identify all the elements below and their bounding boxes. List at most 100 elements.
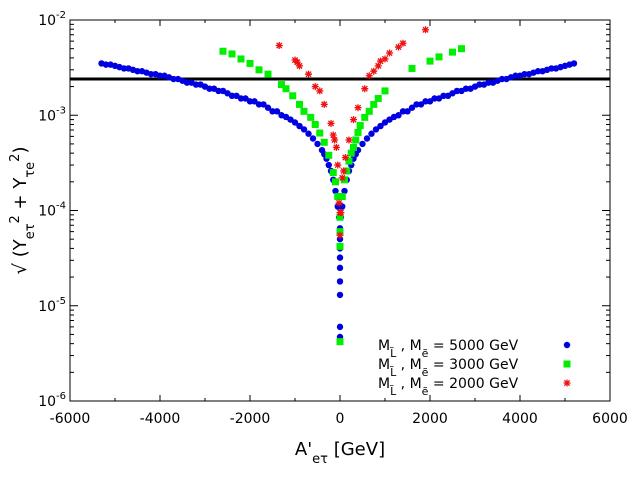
data-point [320,138,328,146]
data-point [228,50,236,58]
data-point [426,57,434,65]
y-tick-label: 10-3 [38,105,66,124]
data-point [300,107,308,115]
data-point [370,67,378,75]
data-point [309,135,317,142]
data-point [338,193,346,201]
data-point [476,81,483,88]
data-point [156,72,164,79]
data-point [404,108,411,115]
data-point [332,178,339,186]
data-point [336,254,344,261]
data-point [332,143,340,151]
data-point [345,136,353,144]
legend-label: ML̃ , Mẽ = 5000 GeV [378,338,519,360]
y-tick-label: 10-2 [38,10,66,29]
data-point [237,95,245,102]
data-point [336,231,344,239]
data-point [365,72,373,80]
data-point [534,68,542,75]
data-point [354,104,362,112]
data-point [356,122,364,130]
data-point [365,107,373,115]
data-point [372,126,380,133]
data-point [336,291,344,299]
data-point [422,26,429,34]
legend-label: ML̃ , Mẽ = 3000 GeV [378,357,519,379]
data-point [291,119,299,126]
data-point [337,209,345,217]
data-point [386,49,393,57]
data-point [336,323,344,331]
data-point [374,62,382,70]
data-point [431,95,438,102]
data-point [314,140,321,148]
data-point [341,187,348,195]
data-point [311,120,319,128]
data-point [458,45,465,53]
x-tick-label: -4000 [140,411,181,427]
data-point [341,154,349,162]
data-point [228,92,236,100]
data-point [278,81,285,89]
data-point [183,79,191,86]
y-tick-label: 10-4 [38,201,66,220]
data-point [320,100,328,108]
data-point [395,43,402,51]
data-point [332,187,339,195]
data-point [381,87,389,95]
data-point [361,85,369,93]
data-point [329,131,337,139]
data-point [305,70,312,78]
legend-marker [563,341,571,349]
data-point [282,85,290,93]
data-point [347,149,355,157]
data-point [192,81,200,88]
data-point [417,101,425,108]
data-point [408,64,416,72]
data-point [316,87,324,95]
data-point [327,119,335,127]
data-point [399,108,407,115]
data-point [352,136,360,144]
data-point [334,161,342,169]
data-point [374,94,382,102]
data-point [147,70,155,78]
legend-label: ML̃ , Mẽ = 2000 GeV [378,376,519,398]
data-point [336,213,344,221]
y-axis-label: √ (Yeτ2 + Yτe2) [8,147,38,275]
data-point [134,68,141,75]
data-point [449,48,456,56]
data-point [377,57,384,65]
data-point [219,47,227,55]
data-point [440,92,447,100]
data-point [316,129,324,137]
data-point [422,98,429,105]
data-point [289,92,297,100]
data-point [246,98,254,105]
legend-marker [563,379,571,387]
data-point [325,151,333,159]
data-point [215,87,222,95]
data-point [570,60,578,67]
data-point [335,199,343,207]
data-point [273,108,281,115]
series-star [275,26,429,239]
data-point [305,130,312,137]
x-axis-label: A'eτ [GeV] [295,439,385,467]
data-point [296,100,303,108]
data-point [462,85,470,92]
data-point [311,83,319,91]
x-tick-label: 6000 [592,411,628,427]
data-point [336,338,344,346]
data-point [399,39,407,47]
data-point [246,59,254,67]
data-point [334,193,342,201]
data-point [237,55,245,63]
y-tick-label: 10-6 [38,391,66,410]
data-point [264,104,272,111]
data-point [102,61,110,68]
data-point [363,135,371,142]
data-point [251,98,258,105]
